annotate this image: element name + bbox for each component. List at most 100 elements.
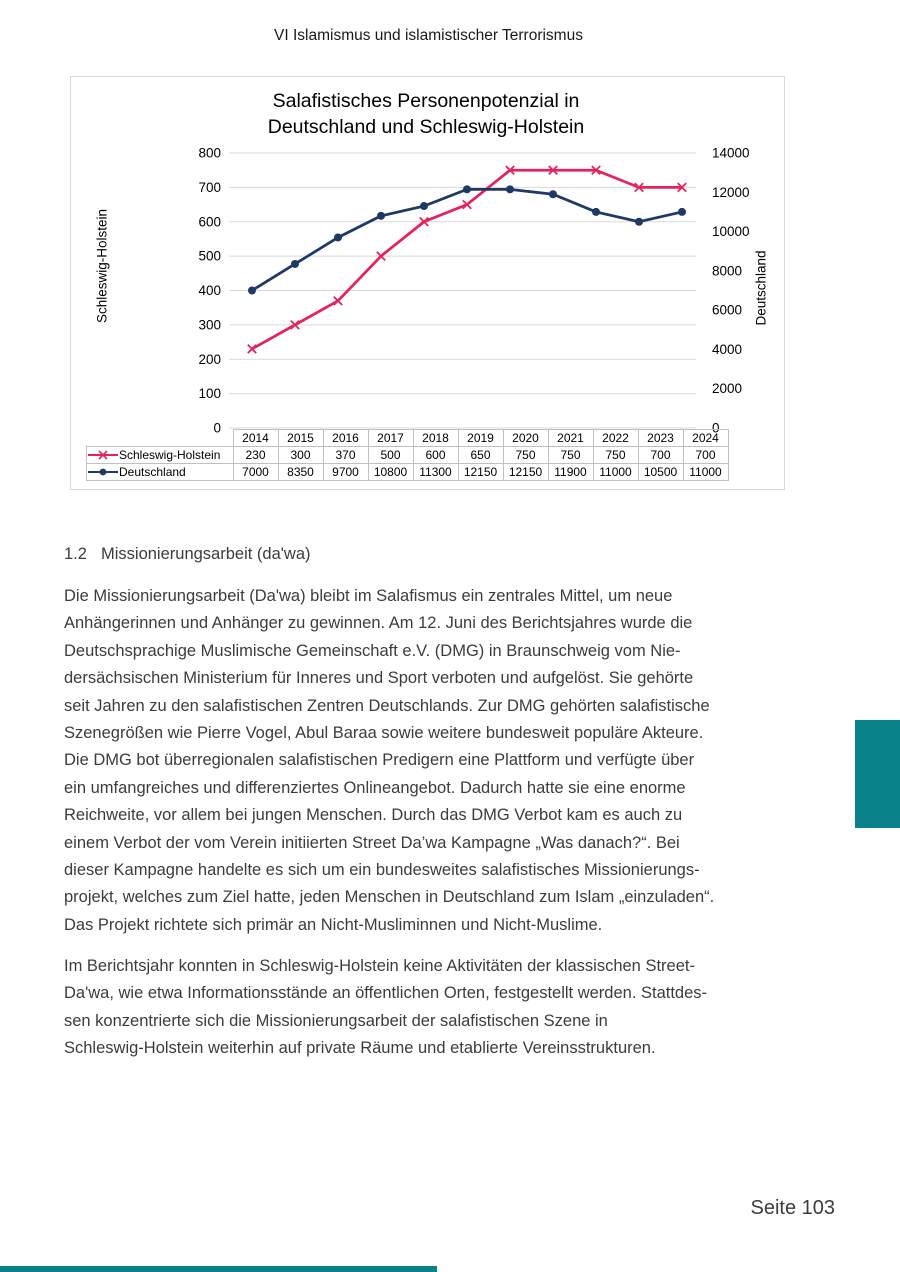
right-axis-tick: 6000 (712, 303, 742, 318)
text-line: Schleswig-Holstein weiterhin auf private… (64, 1039, 656, 1058)
text-line: projekt, welches zum Ziel hatte, jeden M… (64, 888, 715, 907)
text-line: dieser Kampagne handelte es sich um ein … (64, 861, 700, 880)
year-cell: 2015 (277, 429, 324, 447)
paragraph-1: Die Missionierungsarbeit (Da'wa) bleibt … (64, 583, 824, 939)
value-cell: 370 (322, 446, 369, 464)
text-line: Da'wa, wie etwa Informationsstände an öf… (64, 984, 708, 1003)
right-axis-tick: 8000 (712, 263, 742, 278)
text-line: Anhängerinnen und Anhänger zu gewinnen. … (64, 614, 693, 633)
series-line-sh (251, 168, 682, 351)
circle-marker-icon (635, 217, 643, 226)
right-axis-tick: 0 (712, 421, 720, 436)
value-cell: 650 (457, 446, 504, 464)
teal-side-tab (855, 720, 900, 828)
value-cell: 10500 (637, 463, 684, 481)
x-marker-icon (333, 295, 343, 306)
year-cell: 2024 (682, 429, 729, 447)
left-axis-tick: 100 (198, 386, 221, 401)
circle-marker-icon (291, 259, 299, 268)
circle-marker-icon (420, 202, 428, 211)
text-line: Die Missionierungsarbeit (Da'wa) bleibt … (64, 587, 673, 605)
table-corner-cell (87, 430, 234, 447)
value-cell: 500 (367, 446, 414, 464)
text-line: dersächsischen Ministerium für Inneres u… (64, 669, 694, 688)
x-marker-icon (419, 216, 429, 227)
circle-marker-icon (506, 185, 514, 194)
right-axis-tick: 10000 (712, 224, 750, 239)
year-cell: 2014 (232, 429, 279, 447)
value-cell: 300 (277, 446, 324, 464)
legend-key-icon (88, 449, 118, 460)
text-line: Das Projekt richtete sich primär an Nich… (64, 915, 603, 934)
circle-marker-icon (463, 185, 471, 194)
text-line: einem Verbot der vom Verein initiierten … (64, 833, 680, 852)
left-axis-tick: 600 (198, 214, 221, 229)
text-line: Reichweite, vor allem bei jungen Mensche… (64, 806, 683, 825)
chart-plot-svg: 0100200300400500600700800020004000600080… (198, 146, 750, 436)
year-cell: 2017 (367, 429, 414, 447)
value-cell: 12150 (502, 463, 549, 481)
x-marker-icon (591, 165, 601, 176)
x-marker-icon (376, 251, 386, 261)
running-header: VI Islamismus und islamistischer Terrori… (274, 27, 583, 44)
table-row: Deutschland 7000 8350 9700 10800 11300 12150 12… (86, 463, 729, 481)
left-axis-tick: 300 (198, 317, 221, 332)
legend-cell: Schleswig-Holstein (86, 446, 234, 464)
year-cell: 2023 (637, 429, 684, 447)
section-heading: 1.2 Missionierungsarbeit (da'wa) (64, 545, 311, 564)
table-row: Schleswig-Holstein 230 300 370 500 600 650 750 7… (86, 446, 729, 464)
chart-container: Salafistisches Personenpotenzial in Deut… (70, 76, 785, 490)
left-axis-tick: 200 (198, 352, 221, 367)
section-number: 1.2 (64, 545, 87, 563)
x-marker-icon (548, 165, 558, 176)
year-cell: 2021 (547, 429, 594, 447)
text-line: sen konzentrierte sich die Missionierung… (64, 1011, 608, 1030)
value-cell: 11300 (412, 463, 459, 481)
x-marker-icon (505, 165, 515, 176)
right-axis-title: Deutschland (753, 250, 769, 326)
value-cell: 8350 (277, 463, 324, 481)
value-cell: 9700 (322, 463, 369, 481)
right-axis-tick: 14000 (712, 146, 750, 161)
year-cell: 2016 (322, 429, 369, 447)
x-marker-icon (290, 320, 300, 330)
left-axis-tick: 700 (198, 180, 221, 195)
value-cell: 230 (232, 446, 279, 464)
legend-key-icon (88, 468, 118, 475)
value-cell: 750 (547, 446, 594, 464)
value-cell: 7000 (232, 463, 279, 481)
year-cell: 2020 (502, 429, 549, 447)
circle-marker-icon (377, 211, 385, 220)
text-line: ein umfangreiches und differenziertes On… (64, 778, 686, 797)
page-number: Seite 103 (750, 1197, 835, 1219)
circle-marker-icon (678, 207, 686, 216)
left-axis-tick: 500 (198, 249, 221, 264)
right-axis-tick: 2000 (712, 381, 742, 396)
chart-title-line1: Salafistisches Personenpotenzial in (272, 90, 580, 112)
text-line: Im Berichtsjahr konnten in Schleswig-Hol… (64, 957, 695, 975)
right-axis-tick: 4000 (712, 342, 742, 357)
chart-table: 2014 2015 2016 2017 2018 2019 2020 2021 2022 2023… (86, 429, 729, 481)
right-axis-tick: 12000 (712, 185, 750, 200)
paragraph-2: Im Berichtsjahr konnten in Schleswig-Hol… (64, 953, 824, 1063)
circle-marker-icon (549, 190, 557, 199)
x-marker-icon (462, 199, 472, 210)
section-title: Missionierungsarbeit (da'wa) (101, 545, 311, 563)
chart-title-line2: Deutschland und Schleswig-Holstein (267, 116, 585, 138)
x-marker-icon (634, 182, 644, 193)
year-cell: 2018 (412, 429, 459, 447)
chart-title: Salafistisches Personenpotenzial in Deut… (146, 88, 706, 140)
value-cell: 600 (412, 446, 459, 464)
text-line: Szenegrößen wie Pierre Vogel, Abul Baraa… (64, 724, 704, 743)
value-cell: 750 (592, 446, 639, 464)
value-cell: 10800 (367, 463, 414, 481)
x-marker-icon (677, 182, 687, 193)
value-cell: 12150 (457, 463, 504, 481)
table-row: 2014 2015 2016 2017 2018 2019 2020 2021 2022 2023… (87, 429, 729, 447)
year-cell: 2019 (457, 429, 504, 447)
left-axis-tick: 400 (198, 283, 221, 298)
left-axis-title: Schleswig-Holstein (94, 208, 110, 324)
value-cell: 11900 (547, 463, 594, 481)
legend-cell: Deutschland (86, 463, 234, 481)
